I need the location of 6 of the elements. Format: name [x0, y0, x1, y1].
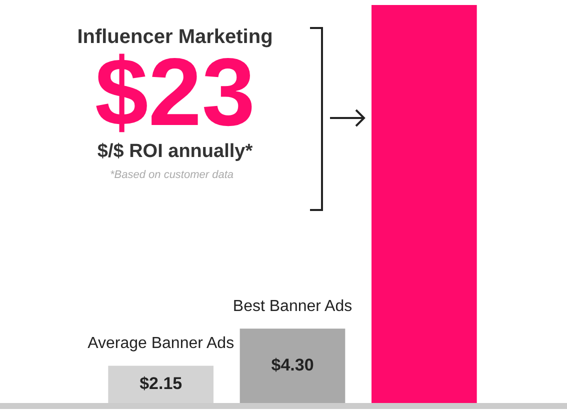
data-label: $4.30 — [271, 355, 314, 374]
annotation: *Based on customer data — [109, 169, 235, 181]
data-label: $2.15 — [140, 374, 182, 394]
x-tick-label: Average Banner Ads — [88, 335, 234, 352]
annotation: $/$ ROI annually* — [96, 141, 254, 163]
x-tick-label: Best Banner Ads — [232, 298, 352, 315]
